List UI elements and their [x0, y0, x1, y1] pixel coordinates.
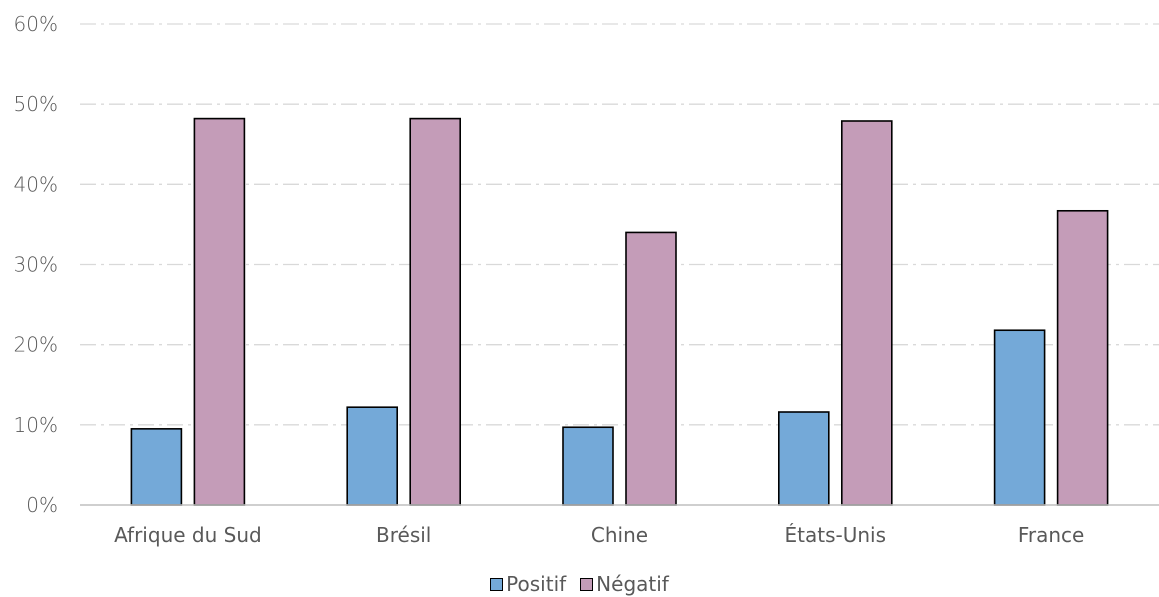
bar-positif — [346, 406, 399, 506]
gridlines — [80, 23, 1159, 426]
y-tick-label: 60% — [14, 12, 58, 36]
bar-negatif — [625, 231, 677, 506]
y-tick-label: 50% — [14, 92, 58, 116]
bar-positif — [562, 426, 614, 506]
bar-positif — [777, 411, 830, 506]
bar-chart: 0% 10% 20% 30% 40% 50% 60% Afrique du Sud Brési… — [14, 12, 1159, 547]
x-tick-label: France — [1018, 523, 1085, 547]
legend-swatch-positif — [490, 577, 504, 591]
x-tick-label: Brésil — [376, 523, 431, 547]
legend-item-negatif: Négatif — [580, 572, 669, 596]
bar-positif — [130, 428, 183, 506]
legend-label-negatif: Négatif — [596, 572, 669, 596]
x-tick-label: Afrique du Sud — [114, 523, 262, 547]
bar-negatif — [840, 120, 893, 506]
legend-item-positif: Positif — [490, 572, 566, 596]
y-tick-label: 40% — [14, 172, 58, 196]
bar-negatif — [1056, 209, 1109, 506]
bars — [130, 117, 1109, 506]
bar-negatif — [409, 117, 462, 506]
legend-label-positif: Positif — [506, 572, 567, 596]
x-tick-label: Chine — [591, 523, 648, 547]
y-tick-label: 0% — [26, 493, 58, 517]
y-axis-ticks: 0% 10% 20% 30% 40% 50% 60% — [14, 12, 58, 517]
legend-swatch-negatif — [580, 577, 594, 591]
y-tick-label: 10% — [14, 413, 58, 437]
x-tick-label: États-Unis — [785, 523, 887, 547]
y-tick-label: 30% — [14, 253, 58, 277]
bar-positif — [993, 329, 1046, 506]
y-tick-label: 20% — [14, 333, 58, 357]
bar-negatif — [193, 117, 246, 506]
legend: Positif Négatif — [0, 572, 1159, 596]
x-axis: Afrique du Sud Brésil Chine États-Unis Franc… — [80, 504, 1159, 547]
